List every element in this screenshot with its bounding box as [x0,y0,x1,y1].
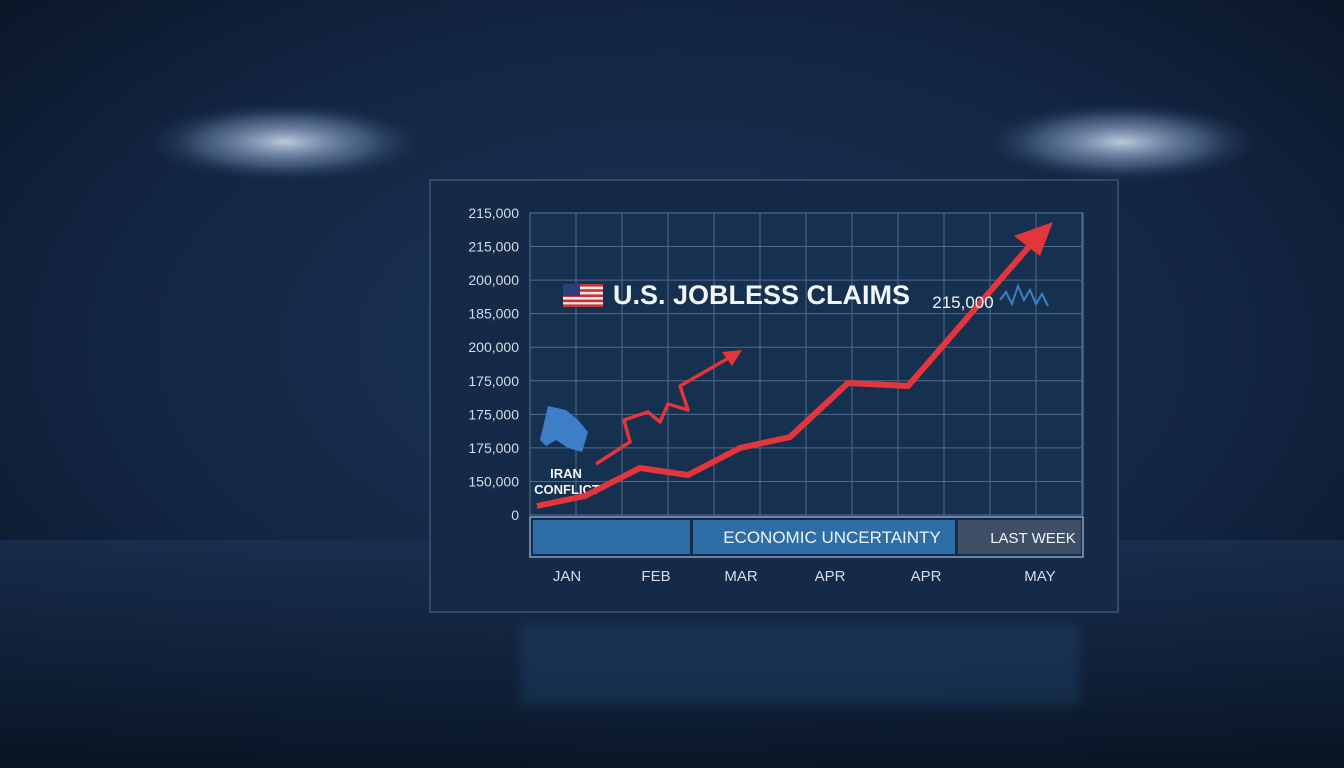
ceiling-light [982,102,1262,182]
x-tick-label: APR [815,568,846,585]
ceiling-light [145,102,425,182]
x-tick-label: FEB [641,568,670,585]
x-tick-label: MAR [724,568,758,585]
y-tick-label: 175,000 [468,406,519,422]
band [958,520,1081,554]
band [533,520,690,554]
value-annotation: 215,000 [932,293,993,312]
y-tick-label: 150,000 [468,473,519,489]
band-label: LAST WEEK [990,530,1076,547]
x-tick-label: APR [911,568,942,585]
x-axis-labels: JAN FEB MAR APR APR MAY [553,568,1056,585]
x-tick-label: MAY [1024,568,1055,585]
annotation: CONFLICT [534,482,600,497]
x-tick-label: JAN [553,568,581,585]
y-tick-label: 175,000 [468,373,519,389]
sparkline [999,283,1049,307]
arrowhead [1014,222,1053,256]
reflection [520,625,1080,705]
band [693,520,955,554]
y-axis-labels: 215,000 215,000 200,000 185,000 200,000 175,0… [468,205,519,523]
chart-title: U.S. JOBLESS CLAIMS [613,280,910,310]
y-tick-label: 175,000 [468,440,519,456]
iran-map [540,406,588,452]
trend-line [595,354,733,466]
y-tick-label: 200,000 [468,272,519,288]
band-frame [529,516,1084,558]
trend-line [536,232,1043,509]
y-tick-label: 215,000 [468,205,519,221]
annotation: IRAN [550,466,582,481]
us-flag [563,284,603,307]
band-label: ECONOMIC UNCERTAINTY [723,528,941,547]
y-tick-label: 0 [511,507,519,523]
y-tick-label: 200,000 [468,339,519,355]
y-tick-label: 185,000 [468,306,519,322]
arrowhead [722,350,742,366]
grid [530,213,1083,515]
y-tick-label: 215,000 [468,239,519,255]
